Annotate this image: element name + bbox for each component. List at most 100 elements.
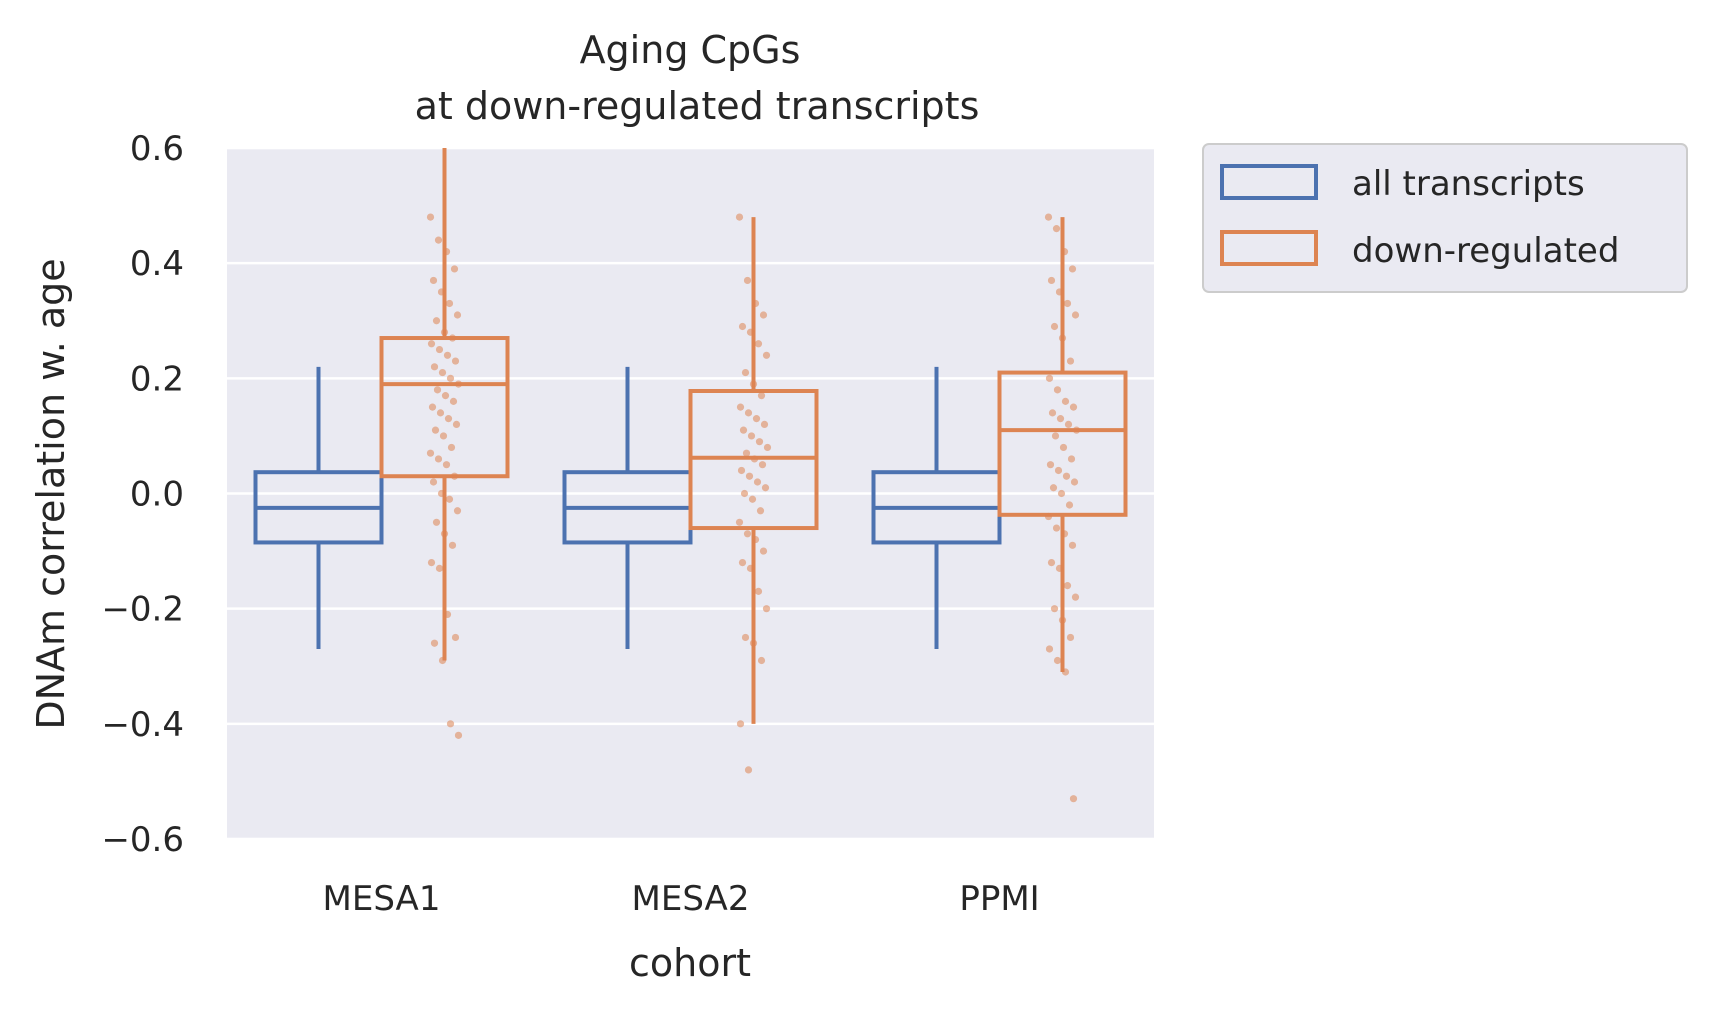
data-point	[757, 392, 766, 400]
data-point	[740, 489, 749, 498]
data-point	[749, 380, 758, 388]
data-point	[451, 633, 460, 642]
chart-subtitle: at down-regulated transcripts	[415, 84, 980, 128]
box-layer	[253, 148, 1128, 724]
y-axis-ticks: 0.6 0.4 0.2 0.0 −0.2 −0.4 −0.6	[101, 129, 184, 860]
data-point	[759, 547, 768, 555]
data-point	[762, 351, 771, 359]
data-point	[440, 530, 449, 538]
data-point	[444, 415, 453, 423]
data-point	[450, 265, 459, 273]
data-point	[1056, 415, 1065, 423]
data-point	[752, 415, 761, 423]
data-point	[1061, 397, 1070, 405]
data-point	[1055, 288, 1064, 296]
data-point	[1071, 593, 1080, 601]
legend-frame	[1202, 143, 1688, 293]
data-point	[738, 559, 747, 567]
data-point	[454, 731, 463, 739]
data-point	[742, 449, 751, 457]
data-point	[1052, 524, 1061, 532]
data-point	[1058, 616, 1067, 624]
box-iqr	[379, 336, 510, 479]
data-point	[442, 461, 451, 469]
data-point	[1051, 432, 1060, 440]
data-point	[434, 455, 443, 463]
x-tick-label: MESA1	[323, 879, 441, 919]
data-point	[751, 535, 760, 544]
data-point	[1069, 403, 1078, 411]
data-point	[1060, 248, 1069, 256]
data-point	[745, 472, 754, 480]
y-tick-label: 0.0	[130, 475, 184, 515]
data-point	[448, 334, 457, 342]
data-point	[741, 633, 750, 642]
data-point	[737, 466, 746, 475]
data-point	[1047, 559, 1056, 567]
data-point	[1071, 311, 1080, 319]
data-point	[753, 478, 762, 486]
data-point	[1070, 478, 1079, 486]
y-tick-label: 0.2	[130, 359, 184, 399]
data-point	[1068, 541, 1077, 549]
box-down-regulated-MESA1	[379, 148, 510, 661]
data-point	[755, 438, 764, 446]
data-point	[735, 518, 744, 526]
data-point	[744, 409, 753, 417]
data-point	[1049, 484, 1058, 492]
data-point	[743, 276, 752, 285]
data-point	[437, 489, 446, 498]
data-point	[760, 420, 769, 428]
data-point	[746, 564, 755, 572]
data-point	[1046, 461, 1055, 469]
data-point	[448, 541, 457, 549]
data-point	[434, 236, 443, 244]
data-point	[433, 386, 442, 394]
data-point	[441, 392, 450, 400]
data-point	[749, 639, 758, 647]
data-point	[743, 530, 752, 538]
data-point	[761, 484, 770, 492]
data-point	[741, 368, 750, 377]
data-point	[427, 340, 436, 348]
x-axis-ticks: MESA1 MESA2 PPMI	[323, 879, 1040, 919]
legend: all transcripts down-regulated	[1202, 143, 1688, 293]
points-layer	[426, 213, 1081, 803]
data-point	[435, 345, 444, 354]
data-point	[1067, 455, 1076, 463]
data-point	[1063, 299, 1072, 308]
data-point	[757, 656, 766, 665]
data-point	[430, 363, 439, 371]
legend-swatch-all-transcripts	[1220, 164, 1318, 200]
legend-swatch-down-regulated	[1220, 230, 1318, 266]
data-point	[1047, 276, 1056, 285]
y-tick-label: 0.4	[130, 244, 184, 284]
data-point	[1045, 374, 1054, 382]
data-point	[1068, 265, 1077, 273]
x-tick-label: PPMI	[959, 879, 1039, 919]
data-point	[449, 397, 458, 405]
data-point	[443, 610, 452, 619]
data-point	[427, 559, 436, 567]
data-point	[431, 426, 440, 434]
data-point	[1053, 656, 1062, 665]
data-point	[1054, 466, 1063, 475]
data-point	[436, 409, 445, 417]
data-point	[735, 213, 744, 221]
data-point	[1058, 334, 1067, 342]
data-point	[747, 432, 756, 440]
data-point	[454, 380, 463, 388]
data-point	[748, 495, 757, 503]
data-point	[1045, 645, 1054, 653]
data-point	[429, 276, 438, 285]
data-point	[451, 357, 460, 365]
legend-label-down-regulated: down-regulated	[1352, 231, 1619, 271]
data-point	[1044, 213, 1053, 221]
data-point	[738, 322, 747, 331]
chart-title: Aging CpGs	[580, 28, 801, 72]
data-point	[754, 587, 763, 595]
data-point	[1072, 426, 1081, 434]
box-down-regulated-MESA2	[688, 217, 819, 724]
data-point	[746, 328, 755, 336]
data-point	[443, 351, 452, 359]
